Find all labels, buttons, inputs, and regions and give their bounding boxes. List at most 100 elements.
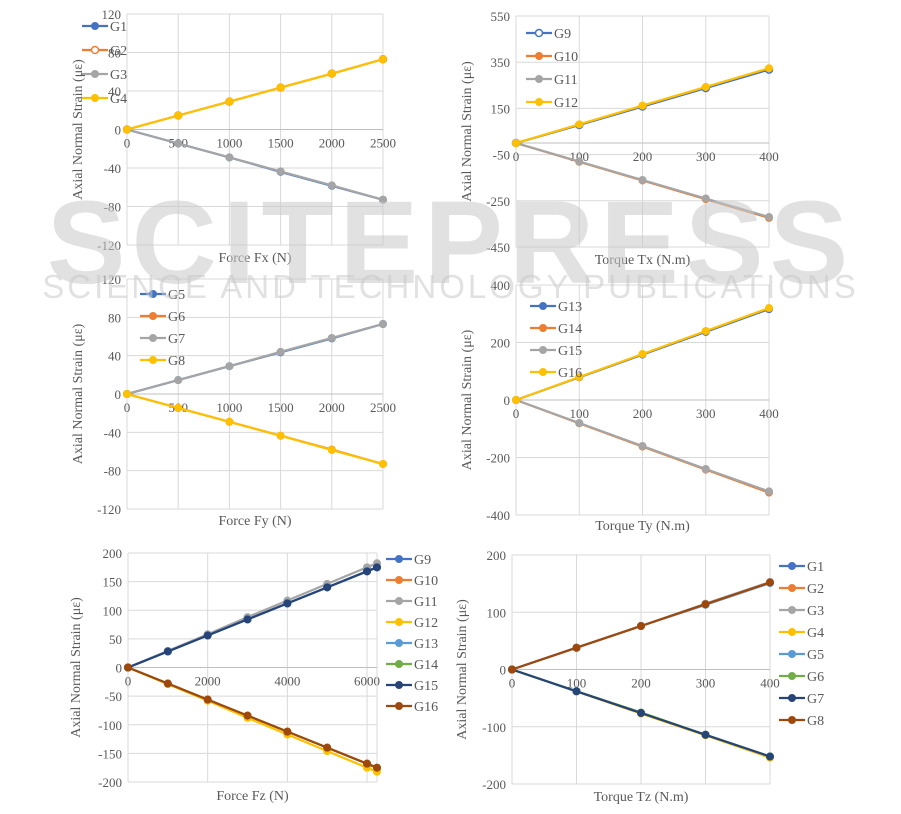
series-G16 [124, 663, 381, 772]
data-point [363, 759, 372, 768]
x-tick-label: 0 [125, 674, 132, 689]
legend-marker [539, 302, 547, 310]
y-tick-label: -200 [98, 775, 122, 790]
legend-marker [395, 597, 403, 605]
y-tick-label: -120 [97, 502, 121, 517]
legend-item: G10 [386, 574, 438, 589]
legend-marker [149, 356, 157, 364]
x-tick-label: 200 [633, 149, 653, 164]
series-line [127, 566, 378, 669]
data-point [637, 709, 645, 718]
data-point [203, 631, 212, 640]
data-point [572, 643, 581, 652]
legend-marker [91, 70, 99, 78]
data-point [174, 376, 183, 385]
y-axis-title: Axial Normal Strain (με) [71, 59, 86, 200]
y-tick-label: 350 [491, 55, 511, 70]
legend: G5 G6 G7 G8 [140, 288, 185, 369]
legend-marker [395, 702, 403, 710]
legend-item: G11 [526, 73, 578, 88]
legend-item: G8 [140, 354, 185, 369]
data-point [124, 663, 132, 672]
legend-item: G3 [82, 68, 127, 83]
data-point [512, 139, 520, 148]
legend-marker [788, 716, 796, 724]
data-point [163, 679, 172, 688]
data-point [327, 333, 336, 342]
data-point [766, 578, 774, 587]
series-line [126, 58, 384, 131]
legend-marker [539, 346, 547, 354]
data-point [276, 431, 285, 440]
series-G16 [512, 304, 773, 404]
x-tick-label: 6000 [354, 674, 380, 689]
legend-marker [539, 324, 547, 332]
legend-label: G1 [110, 20, 127, 35]
data-point [766, 752, 774, 761]
data-point [363, 567, 372, 576]
legend: G1 G2 G3 G4 [82, 20, 127, 107]
chart-fy: 12080400-40-80-12005001000150020002500Fo… [71, 272, 396, 529]
legend-label: G6 [807, 670, 824, 685]
legend-item: G9 [386, 553, 431, 568]
x-tick-label: 100 [567, 676, 587, 691]
y-tick-label: 0 [500, 663, 507, 678]
data-point [701, 327, 710, 335]
legend-label: G8 [168, 354, 185, 369]
legend-item: G11 [386, 595, 438, 610]
data-point [323, 743, 332, 752]
x-tick-label: 0 [513, 149, 520, 164]
y-tick-label: -120 [97, 238, 121, 253]
y-tick-label: 120 [102, 272, 122, 287]
y-axis-title: Axial Normal Strain (με) [71, 323, 86, 464]
y-tick-label: 200 [487, 548, 507, 563]
x-axis-title: Force Fy (N) [218, 514, 291, 529]
legend-marker [90, 45, 100, 55]
data-point [123, 390, 131, 398]
legend: G9 G10 G11 G12 G13 G14 G15 G16 [386, 553, 438, 715]
y-tick-label: 400 [491, 278, 511, 293]
data-point [243, 711, 252, 720]
y-axis-title: Axial Normal Strain (με) [69, 597, 84, 738]
legend-marker [395, 555, 403, 563]
legend-marker [395, 681, 403, 689]
x-tick-label: 4000 [274, 674, 300, 689]
data-point [765, 304, 773, 312]
data-point [765, 64, 773, 73]
legend-marker [149, 290, 157, 298]
y-tick-label: -100 [98, 718, 122, 733]
series-G8 [508, 578, 774, 674]
legend-label: G13 [414, 637, 438, 652]
series-line [127, 666, 378, 769]
legend-marker [788, 650, 796, 658]
legend-marker [788, 562, 796, 570]
y-tick-label: 0 [504, 393, 511, 408]
legend-item: G13 [530, 300, 582, 315]
data-point [701, 730, 710, 739]
legend-marker [788, 672, 796, 680]
data-point [575, 157, 584, 166]
data-point [701, 82, 710, 91]
data-point [638, 350, 647, 358]
legend-marker [788, 584, 796, 592]
legend-marker [91, 94, 99, 102]
chart-fx: 12080400-40-80-12005001000150020002500Fo… [71, 7, 396, 266]
data-point [575, 373, 584, 381]
legend-label: G5 [168, 288, 185, 303]
data-point [379, 195, 387, 204]
legend-item: G1 [779, 560, 824, 575]
data-point [512, 396, 520, 404]
data-point [637, 621, 645, 630]
data-point [323, 583, 332, 592]
data-point [379, 55, 387, 64]
y-tick-label: 0 [116, 661, 123, 676]
x-axis-title: Force Fz (N) [216, 789, 289, 804]
legend-label: G11 [554, 73, 578, 88]
y-tick-label: 550 [491, 9, 511, 24]
legend-marker [535, 52, 543, 60]
legend-marker [535, 98, 543, 106]
x-tick-label: 100 [570, 406, 590, 421]
